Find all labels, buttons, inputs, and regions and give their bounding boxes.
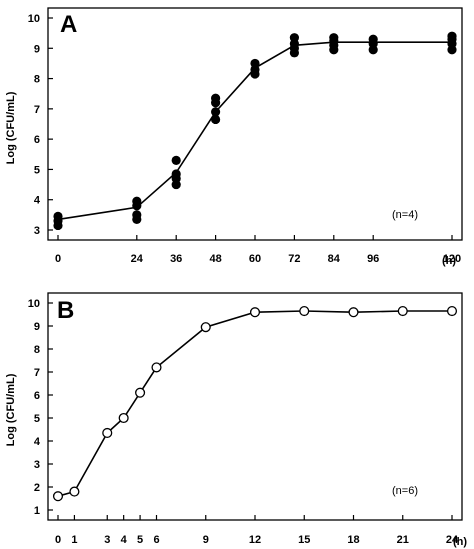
- panel-a-y-tick-label: 10: [28, 13, 40, 25]
- panel-b-data-point: [69, 486, 80, 497]
- panel-b: B (n=6) (h) Log (CFU/mL) 0 1 3 4 5 6 9 12 15 18 21…: [5, 292, 467, 548]
- panel-a-data-point: [329, 33, 339, 43]
- panel-a-data-point: [171, 155, 181, 165]
- panel-a-y-axis-label: Log (CFU/mL): [5, 91, 17, 164]
- panel-b-x-tick-label: 0: [55, 534, 61, 546]
- panel-b-y-tick-label: 6: [34, 390, 40, 402]
- panel-b-y-axis-label: Log (CFU/mL): [5, 373, 17, 446]
- panel-b-x-tick-label: 5: [137, 534, 143, 546]
- panel-b-data-point: [135, 387, 146, 398]
- panel-b-data-point: [118, 412, 129, 424]
- panel-b-data-point: [299, 305, 310, 317]
- panel-b-annotation: (n=6): [392, 485, 418, 497]
- panel-b-x-unit: (h): [453, 536, 467, 548]
- panel-a-annotation: (n=4): [392, 209, 418, 221]
- panel-a-data-point: [211, 93, 221, 103]
- panel-a-x-unit: (h): [442, 255, 456, 267]
- panel-a-x-tick-label: 24: [131, 253, 144, 265]
- panel-b-data-point: [200, 322, 211, 333]
- panel-b-y-tick-label: 3: [34, 459, 40, 471]
- panel-a-x-tick-label: 0: [55, 253, 61, 265]
- panel-b-y-tick-label: 7: [34, 367, 40, 379]
- panel-a-data-point: [132, 210, 142, 220]
- panel-b-y-tick-label: 4: [34, 436, 41, 448]
- panel-a-x-tick-label: 84: [328, 253, 341, 265]
- panel-a-y-tick-label: 9: [34, 43, 40, 55]
- panel-b-x-tick-label: 18: [347, 534, 359, 546]
- panel-b-y-tick-label: 2: [34, 482, 40, 494]
- panel-b-data-point: [151, 362, 162, 373]
- panel-b-data-point: [52, 491, 64, 502]
- panel-a-y-tick-label: 5: [34, 164, 40, 176]
- panel-b-x-tick-label: 6: [153, 534, 159, 546]
- panel-a-x-tick-label: 120: [443, 253, 461, 265]
- panel-b-y-tick-label: 9: [34, 321, 40, 333]
- panel-a-y-tick-label: 6: [34, 134, 40, 146]
- panel-a-x-tick-label: 72: [288, 253, 300, 265]
- panel-b-x-tick-label: 12: [249, 534, 261, 546]
- panel-a-data-point: [289, 33, 299, 43]
- panel-b-data-point: [348, 307, 359, 318]
- panel-b-x-tick-label: 15: [298, 534, 310, 546]
- panel-b-label: B: [57, 297, 74, 324]
- panel-b-data-point: [397, 305, 408, 317]
- panel-a-data-point: [211, 107, 221, 117]
- panel-a: A (n=4) (h) Log (CFU/mL) 0 24 36 48 60 72 84 96…: [5, 7, 463, 267]
- panel-a-data-point: [53, 211, 63, 221]
- panel-b-data-point: [446, 305, 458, 317]
- panel-b-series-line: [57, 310, 452, 497]
- panel-a-data-point: [447, 31, 457, 41]
- panel-b-x-tick-label: 24: [446, 534, 459, 546]
- panel-a-x-tick-label: 96: [367, 253, 379, 265]
- panel-b-x-tick-label: 3: [104, 534, 110, 546]
- panel-b-y-tick-label: 10: [28, 298, 40, 310]
- panel-b-y-tick-label: 5: [34, 413, 40, 425]
- panel-a-y-tick-label: 3: [34, 225, 40, 237]
- panel-b-y-tick-label: 1: [34, 505, 40, 517]
- panel-a-y-tick-label: 7: [34, 104, 40, 116]
- panel-a-x-tick-label: 36: [170, 253, 182, 265]
- panel-a-data-point: [250, 58, 260, 69]
- panel-a-data-point: [171, 169, 181, 179]
- panel-a-y-tick-label: 4: [34, 195, 41, 207]
- panel-a-x-tick-label: 48: [209, 253, 221, 265]
- panel-a-y-tick-label: 8: [34, 74, 40, 86]
- panel-b-x-tick-label: 1: [71, 534, 77, 546]
- panel-b-data-point: [102, 427, 113, 439]
- panel-a-data-point: [368, 34, 378, 44]
- panel-a-data-point: [211, 114, 221, 125]
- panel-b-x-tick-label: 4: [121, 534, 128, 546]
- panel-b-y-tick-label: 8: [34, 344, 40, 356]
- panel-a-label: A: [60, 11, 77, 38]
- panel-b-x-tick-label: 9: [203, 534, 209, 546]
- panel-b-x-tick-label: 21: [397, 534, 409, 546]
- panel-a-data-point: [132, 196, 142, 206]
- panel-a-x-tick-label: 60: [249, 253, 261, 265]
- panel-b-data-point: [249, 307, 261, 318]
